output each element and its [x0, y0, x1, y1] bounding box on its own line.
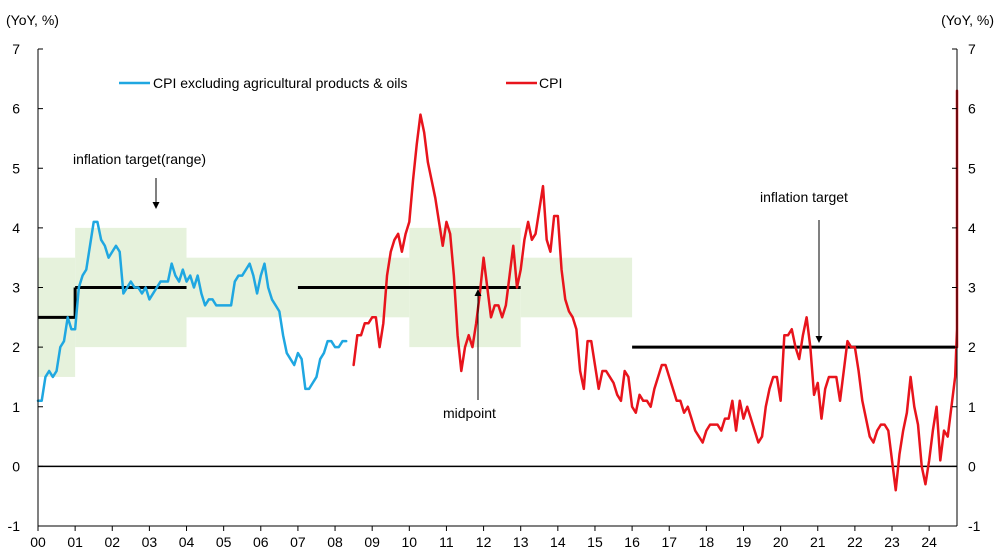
- x-tick-label: 02: [104, 534, 120, 550]
- y-tick-label-right: 6: [968, 101, 976, 117]
- x-tick-label: 03: [142, 534, 158, 550]
- y-tick-label-right: 0: [968, 458, 976, 474]
- y-tick-label-right: 5: [968, 160, 976, 176]
- y-tick-label-left: -1: [8, 518, 21, 534]
- y-tick-label-right: -1: [968, 518, 981, 534]
- legend-label-core-cpi: CPI excluding agricultural products & oi…: [153, 75, 407, 91]
- y-tick-label-left: 2: [12, 339, 20, 355]
- x-tick-label: 11: [439, 534, 454, 550]
- y-axis-left: -1 0 1 2 3 4 5 6 7: [8, 41, 43, 534]
- y-tick-label-right: 4: [968, 220, 976, 236]
- x-tick-label: 04: [179, 534, 195, 550]
- y-tick-label-right: 1: [968, 399, 976, 415]
- x-tick-label: 01: [67, 534, 83, 550]
- annotation-midpoint: midpoint: [443, 405, 496, 421]
- arrowhead-inflation-target: [815, 336, 823, 343]
- annotation-inflation-target: inflation target: [760, 189, 848, 205]
- target-band-4: [520, 257, 633, 318]
- x-tick-label: 20: [773, 534, 789, 550]
- x-tick-label: 08: [327, 534, 343, 550]
- x-tick-label: 23: [884, 534, 900, 550]
- y-tick-label-right: 7: [968, 41, 976, 57]
- x-tick-label: 10: [402, 534, 418, 550]
- y-unit-right: (YoY, %): [941, 12, 994, 28]
- x-tick-label: 24: [921, 534, 937, 550]
- y-tick-label-left: 0: [12, 458, 20, 474]
- x-tick-label: 00: [30, 534, 46, 550]
- x-tick-label: 18: [699, 534, 715, 550]
- annotations: inflation target(range) midpoint inflati…: [73, 151, 848, 421]
- x-tick-label: 12: [476, 534, 492, 550]
- y-tick-label-left: 1: [12, 399, 20, 415]
- y-axis-right: -1 0 1 2 3 4 5 6 7: [952, 41, 981, 534]
- y-tick-label-left: 4: [12, 220, 20, 236]
- x-tick-label: 16: [624, 534, 640, 550]
- series-line-0-0: [36, 220, 348, 403]
- y-tick-label-right: 3: [968, 280, 976, 296]
- legend: CPI excluding agricultural products & oi…: [119, 75, 562, 91]
- x-tick-label: 09: [364, 534, 380, 550]
- x-axis: 00 01 02 03 04 05 06 07 08 09 10 11 12 13 14 15 16 17 18 19…: [30, 526, 937, 550]
- y-unit-left: (YoY, %): [6, 12, 59, 28]
- y-tick-label-left: 6: [12, 101, 20, 117]
- arrowhead-midpoint: [474, 289, 482, 296]
- y-tick-label-left: 3: [12, 280, 20, 296]
- x-tick-label: 21: [810, 534, 826, 550]
- y-tick-label-left: 5: [12, 160, 20, 176]
- x-tick-label: 19: [736, 534, 752, 550]
- arrowhead-target-range: [152, 202, 160, 209]
- x-tick-label: 22: [847, 534, 863, 550]
- x-tick-label: 15: [587, 534, 603, 550]
- x-tick-label: 07: [290, 534, 306, 550]
- x-tick-label: 06: [253, 534, 269, 550]
- x-tick-label: 05: [216, 534, 232, 550]
- x-tick-label: 14: [550, 534, 566, 550]
- x-tick-label: 17: [661, 534, 677, 550]
- y-tick-label-left: 7: [12, 41, 20, 57]
- annotation-target-range: inflation target(range): [73, 151, 206, 167]
- y-tick-label-right: 2: [968, 339, 976, 355]
- legend-label-cpi: CPI: [539, 75, 562, 91]
- x-tick-label: 13: [513, 534, 529, 550]
